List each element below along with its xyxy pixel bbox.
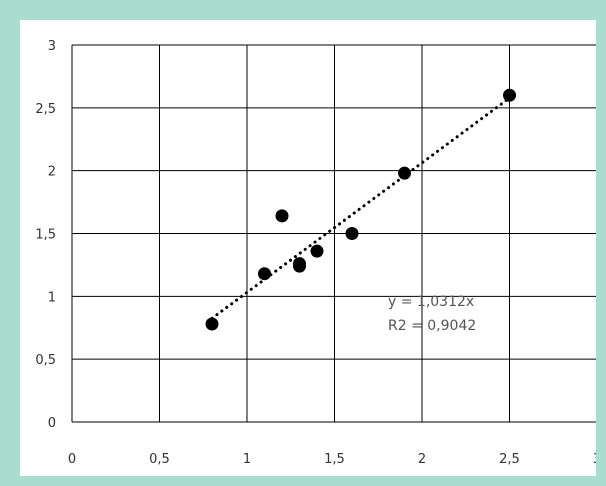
- data-point: [310, 244, 324, 258]
- grid: [71, 44, 596, 423]
- trendline-r2: R2 = 0,9042: [388, 318, 476, 334]
- data-point: [258, 267, 271, 281]
- scatter-chart: 00,511,522,53 00,511,522,53 y = 1,0312x …: [35, 39, 596, 467]
- x-tick-label: 0: [68, 452, 76, 467]
- y-tick-label: 2: [48, 165, 56, 180]
- x-tick-label: 2: [418, 452, 426, 467]
- data-point: [293, 257, 306, 271]
- data-point: [503, 88, 516, 102]
- data-points: [205, 88, 516, 331]
- x-tick-label: 2,5: [499, 452, 520, 467]
- y-tick-label: 2,5: [35, 102, 56, 117]
- x-tick-label: 0,5: [149, 452, 170, 467]
- y-tick-label: 1,5: [35, 228, 56, 243]
- trendline-equation: y = 1,0312x: [388, 294, 474, 310]
- x-tick-label: 1,5: [324, 452, 345, 467]
- y-tick-label: 0,5: [35, 353, 56, 368]
- trendline-group: [210, 96, 511, 320]
- y-tick-label: 0: [48, 416, 56, 431]
- data-point: [345, 227, 359, 240]
- chart-frame: 00,511,522,53 00,511,522,53 y = 1,0312x …: [20, 20, 596, 476]
- x-tick-label: 3: [593, 452, 596, 467]
- x-axis-tick-labels: 0 0,5 1 1,5 2 2,5 3: [68, 452, 596, 467]
- y-axis-tick-labels: 0 0,5 1 1,5 2 2,5 3: [35, 39, 56, 431]
- data-point: [205, 317, 219, 331]
- trendline: [210, 96, 511, 320]
- x-tick-label: 1: [243, 452, 251, 467]
- y-tick-label: 3: [48, 39, 56, 54]
- data-point: [398, 166, 411, 180]
- y-tick-label: 1: [48, 290, 56, 305]
- data-point: [275, 209, 289, 223]
